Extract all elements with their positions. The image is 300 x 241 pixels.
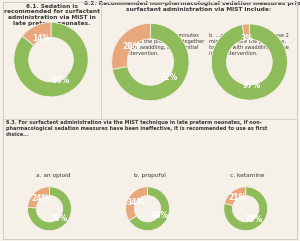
- Wedge shape: [14, 22, 88, 97]
- Wedge shape: [126, 187, 148, 221]
- Text: 3%: 3%: [241, 34, 254, 43]
- Text: 6.1. Sedation is
recommended for surfactant
administration via MIST in
late pret: 6.1. Sedation is recommended for surfact…: [4, 4, 100, 26]
- Wedge shape: [28, 187, 50, 208]
- Wedge shape: [211, 24, 287, 100]
- Text: b. propofol: b. propofol: [134, 173, 166, 178]
- Text: 66%: 66%: [151, 211, 169, 220]
- Text: 86%: 86%: [52, 76, 70, 85]
- Text: 97%: 97%: [242, 81, 261, 90]
- Text: 21%: 21%: [228, 194, 246, 202]
- Text: 76%: 76%: [50, 214, 68, 223]
- Text: 34%: 34%: [127, 198, 145, 207]
- Text: 28%: 28%: [123, 42, 141, 51]
- Text: 6.2. Recommended non-pharmacological sedation measures prior to
surfactant admin: 6.2. Recommended non-pharmacological sed…: [84, 1, 300, 12]
- Text: a. ...breastfeeding 2 minutes
before the procedure, together
with swaddling, as : a. ...breastfeeding 2 minutes before the…: [126, 33, 204, 56]
- Text: 14%: 14%: [32, 34, 50, 43]
- Wedge shape: [224, 187, 246, 206]
- Text: 24%: 24%: [31, 194, 49, 203]
- Text: 72%: 72%: [160, 73, 178, 82]
- Wedge shape: [28, 187, 71, 231]
- Text: c. ketamine: c. ketamine: [230, 173, 264, 178]
- Wedge shape: [224, 187, 268, 231]
- Wedge shape: [129, 187, 170, 231]
- Text: 6.3. For surfactant administration via the MIST technique in late preterm neonat: 6.3. For surfactant administration via t…: [6, 120, 267, 137]
- Wedge shape: [22, 22, 51, 45]
- Text: b. ...administration of sucrose 2
minutes before the procedure,
together with sw: b. ...administration of sucrose 2 minute…: [208, 33, 289, 56]
- Text: 79%: 79%: [245, 215, 263, 224]
- Wedge shape: [112, 23, 189, 101]
- Wedge shape: [242, 24, 249, 40]
- Text: a. an opioid: a. an opioid: [36, 173, 70, 178]
- Wedge shape: [112, 23, 150, 69]
